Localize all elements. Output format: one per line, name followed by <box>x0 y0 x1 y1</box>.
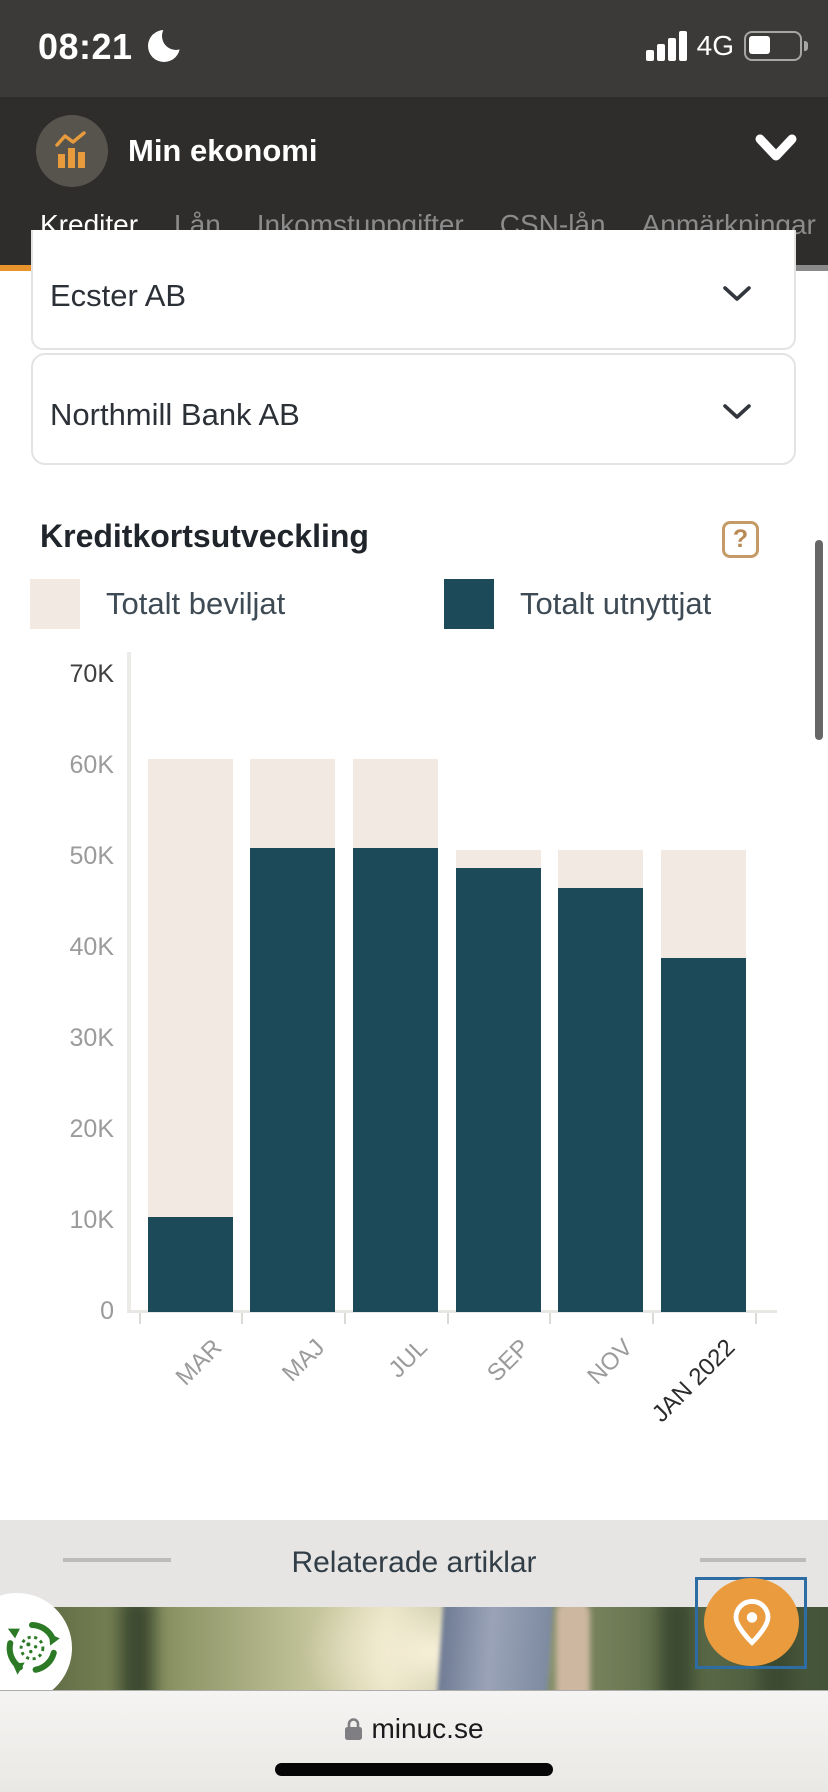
x-axis-tick <box>652 1313 655 1324</box>
bar-totalt-utnyttjat-sep <box>455 867 541 1312</box>
bar-totalt-beviljat-jan-2022 <box>661 849 746 1312</box>
divider-line <box>63 1558 171 1562</box>
legend-label: Totalt utnyttjat <box>520 586 712 621</box>
status-bar-indicators: 4G <box>645 30 808 62</box>
chart-title: Kreditkortsutveckling <box>40 518 369 554</box>
bar-totalt-utnyttjat-jan-2022 <box>661 958 746 1312</box>
creditor-name: Northmill Bank AB <box>50 397 300 432</box>
chevron-down-icon <box>723 286 751 301</box>
y-axis-line <box>127 652 131 1312</box>
y-tick-label: 10K <box>69 1206 114 1234</box>
x-axis-tick <box>446 1313 449 1324</box>
y-tick-label: 40K <box>69 933 114 961</box>
cellular-signal-icon <box>645 31 687 61</box>
x-tick-label: MAR <box>170 1334 228 1391</box>
x-tick-label: MAJ <box>276 1334 330 1388</box>
legend-swatch-beviljat <box>30 579 80 629</box>
cookie-consent-icon <box>6 1622 60 1675</box>
status-bar: 08:21 4G <box>0 0 828 97</box>
creditor-card-ecster[interactable]: Ecster AB <box>31 230 796 350</box>
chevron-down-icon <box>723 404 751 419</box>
network-type-label: 4G <box>696 30 734 61</box>
map-pin-icon <box>733 1599 770 1646</box>
legend-item-beviljat: Totalt beviljat <box>30 579 285 629</box>
legend-item-utnyttjat: Totalt utnyttjat <box>444 579 711 629</box>
x-axis-tick <box>241 1313 244 1324</box>
battery-icon <box>744 31 808 61</box>
bar-totalt-beviljat-jul <box>352 758 438 1312</box>
x-axis-tick <box>138 1313 141 1324</box>
bar-totalt-beviljat-nov <box>558 849 644 1312</box>
collapse-chevron-icon[interactable] <box>754 133 798 163</box>
related-articles-header: Relaterade artiklar <box>0 1520 828 1607</box>
bar-totalt-utnyttjat-nov <box>558 887 644 1312</box>
x-axis-line <box>127 1310 777 1313</box>
x-axis-tick <box>754 1313 757 1324</box>
x-axis-tick <box>344 1313 347 1324</box>
page-scrollbar[interactable] <box>815 540 823 740</box>
min-ekonomi-logo <box>36 115 108 187</box>
x-tick-label: JAN 2022 <box>646 1334 741 1428</box>
legend-swatch-utnyttjat <box>444 579 494 629</box>
do-not-disturb-moon-icon <box>148 22 190 62</box>
bar-totalt-beviljat-mar <box>147 758 233 1312</box>
page-title: Min ekonomi <box>128 133 318 168</box>
location-pin-button[interactable] <box>704 1578 799 1666</box>
x-axis-tick <box>549 1313 552 1324</box>
bar-totalt-utnyttjat-mar <box>147 1217 233 1312</box>
bar-totalt-utnyttjat-maj <box>250 847 336 1312</box>
y-tick-label: 70K <box>69 660 114 688</box>
browser-address-bar[interactable]: minuc.se <box>0 1690 828 1792</box>
y-tick-label: 20K <box>69 1115 114 1143</box>
divider-line <box>700 1558 806 1562</box>
lock-icon <box>345 1718 363 1740</box>
url-text: minuc.se <box>371 1713 484 1744</box>
creditor-card-northmill[interactable]: Northmill Bank AB <box>31 353 796 465</box>
analytics-chart-icon <box>55 131 86 168</box>
help-button[interactable]: ? <box>722 521 759 558</box>
bar-totalt-beviljat-maj <box>250 758 336 1312</box>
x-tick-label: JUL <box>383 1334 433 1384</box>
y-tick-label: 30K <box>69 1024 114 1052</box>
y-tick-label: 50K <box>69 842 114 870</box>
x-tick-label: SEP <box>482 1334 536 1388</box>
creditor-name: Ecster AB <box>50 278 187 313</box>
x-tick-label: NOV <box>582 1334 638 1390</box>
bar-totalt-beviljat-sep <box>455 849 541 1312</box>
clock: 08:21 <box>38 26 133 67</box>
y-tick-label: 0 <box>100 1297 114 1325</box>
bar-totalt-utnyttjat-jul <box>352 847 438 1312</box>
article-photo[interactable] <box>0 1607 828 1690</box>
legend-label: Totalt beviljat <box>106 586 286 621</box>
related-articles-title: Relaterade artiklar <box>291 1546 537 1579</box>
y-tick-label: 60K <box>69 751 114 779</box>
home-indicator[interactable] <box>275 1763 553 1776</box>
